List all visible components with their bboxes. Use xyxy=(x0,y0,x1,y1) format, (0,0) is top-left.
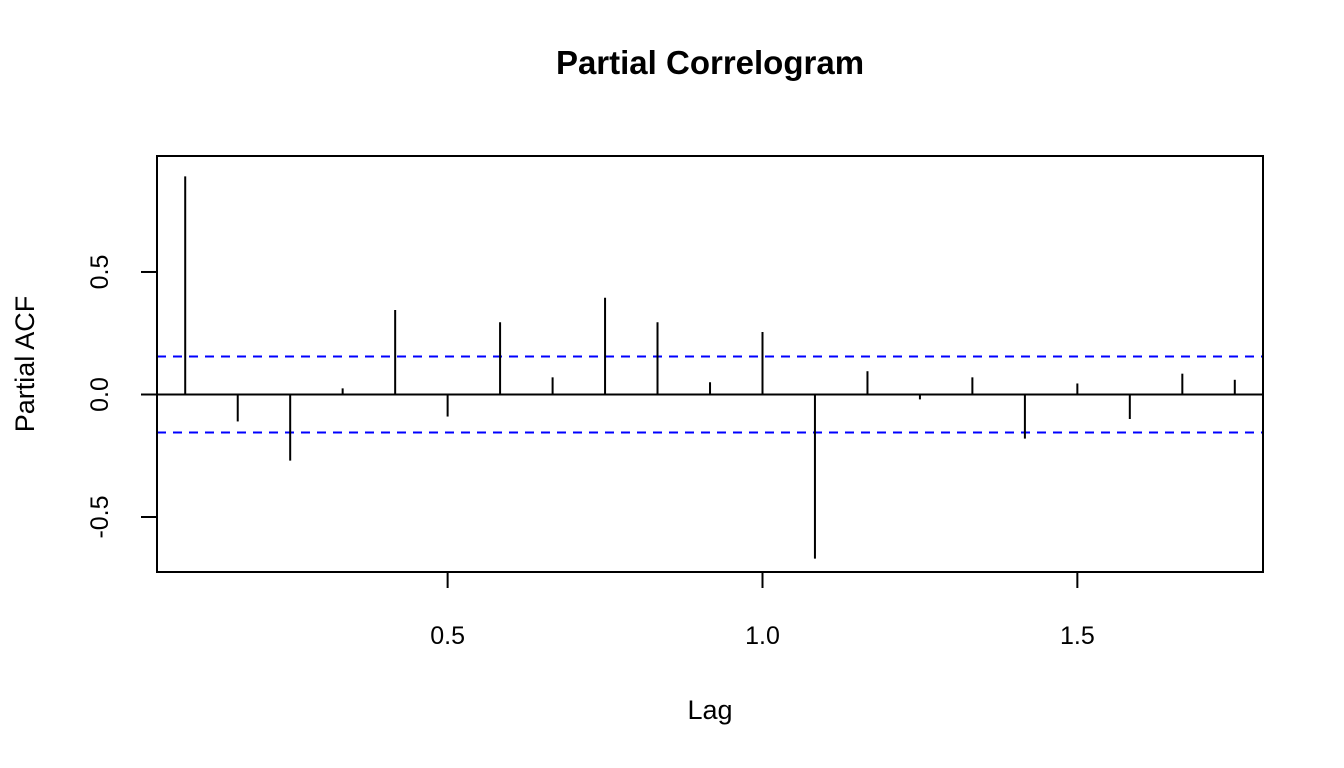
x-axis: 0.5 1.0 1.5 xyxy=(430,571,1095,650)
plot-frame xyxy=(156,155,1264,573)
y-tick-label: -0.5 xyxy=(86,495,114,538)
y-tick-label: 0.5 xyxy=(86,255,114,290)
x-tick-label: 0.5 xyxy=(430,622,465,650)
x-tick-label: 1.5 xyxy=(1060,622,1095,650)
x-axis-title: Lag xyxy=(687,695,732,725)
chart-title: Partial Correlogram xyxy=(555,44,865,81)
y-axis-title: Partial ACF xyxy=(10,296,40,433)
y-axis: -0.5 0.0 0.5 xyxy=(86,255,158,539)
confidence-bounds xyxy=(157,355,1263,434)
y-tick-label: 0.0 xyxy=(86,377,114,412)
x-tick-label: 1.0 xyxy=(745,622,780,650)
spike-series xyxy=(184,176,1236,559)
